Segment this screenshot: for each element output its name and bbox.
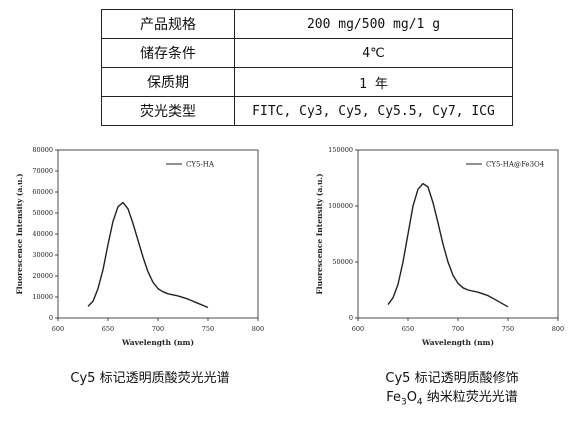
x-tick-label: 750 — [502, 325, 514, 333]
y-tick-label: 40000 — [32, 230, 53, 238]
spec-value: 1 年 — [234, 67, 513, 97]
x-tick-label: 800 — [252, 325, 264, 333]
y-tick-label: 80000 — [32, 146, 53, 154]
plot-frame — [357, 149, 559, 319]
caption-text: 纳米粒荧光光谱 — [422, 390, 518, 405]
fluorescence-chart-cy5-ha-fe3o4: 600 650 700 750 800 0 50000 100000 150000 Wavelen… — [310, 140, 570, 355]
spec-label: 产品规格 — [101, 9, 235, 39]
x-tick-label: 600 — [352, 325, 364, 333]
x-tick-label: 800 — [552, 325, 564, 333]
legend-label: CY5-HA — [186, 161, 215, 169]
caption-line-2: Fe3O4 纳米粒荧光光谱 — [322, 388, 580, 413]
y-tick-label: 0 — [349, 314, 353, 322]
spec-value: FITC, Cy3, Cy5, Cy5.5, Cy7, ICG — [234, 96, 513, 126]
y-tick-label: 50000 — [332, 258, 353, 266]
spec-label: 保质期 — [101, 67, 235, 97]
subscript: 3 — [400, 397, 407, 408]
y-tick-label: 60000 — [32, 188, 53, 196]
table-row: 荧光类型 FITC, Cy3, Cy5, Cy5.5, Cy7, ICG — [101, 96, 513, 126]
y-axis-label: Fluorescence Intensity (a.u.) — [315, 173, 324, 294]
y-tick-label: 150000 — [328, 146, 353, 154]
x-tick-label: 700 — [452, 325, 464, 333]
caption-left: Cy5 标记透明质酸荧光光谱 — [20, 369, 280, 388]
y-axis-label: Fluorescence Intensity (a.u.) — [15, 173, 24, 294]
x-tick-label: 700 — [152, 325, 164, 333]
y-tick-label: 100000 — [328, 202, 353, 210]
caption-text: O — [406, 390, 417, 405]
chart-svg: 600 650 700 750 800 0 50000 100000 150000 Wavelen… — [315, 146, 564, 347]
x-tick-label: 650 — [402, 325, 414, 333]
legend-label: CY5-HA@Fe3O4 — [486, 161, 545, 169]
caption-text: Cy5 标记透明质酸荧光光谱 — [70, 371, 230, 386]
fluorescence-chart-cy5-ha: 600 650 700 750 800 0 10000 20000 30000 40000 5000… — [10, 140, 270, 355]
x-tick-label: 650 — [102, 325, 114, 333]
spec-table: 产品规格 200 mg/500 mg/1 g 储存条件 4℃ 保质期 1 年 荧… — [101, 9, 513, 126]
subscript: 4 — [416, 397, 423, 408]
y-tick-label: 30000 — [32, 251, 53, 259]
caption-text: Fe — [386, 390, 401, 405]
table-row: 储存条件 4℃ — [101, 38, 513, 68]
spec-value: 200 mg/500 mg/1 g — [234, 9, 513, 39]
plot-frame — [57, 149, 259, 319]
spec-label: 荧光类型 — [101, 96, 235, 126]
y-tick-label: 20000 — [32, 272, 53, 280]
spec-value: 4℃ — [234, 38, 513, 68]
x-axis-label: Wavelength (nm) — [421, 338, 494, 347]
caption-line-1: Cy5 标记透明质酸修饰 — [385, 371, 519, 386]
chart-svg: 600 650 700 750 800 0 10000 20000 30000 40000 5000… — [15, 146, 264, 347]
table-row: 产品规格 200 mg/500 mg/1 g — [101, 9, 513, 39]
y-tick-label: 10000 — [32, 293, 53, 301]
y-tick-label: 70000 — [32, 167, 53, 175]
y-tick-label: 0 — [49, 314, 53, 322]
y-tick-label: 50000 — [32, 209, 53, 217]
series-line — [87, 201, 209, 309]
spec-label: 储存条件 — [101, 38, 235, 68]
x-tick-label: 600 — [52, 325, 64, 333]
series-line — [387, 182, 509, 308]
table-row: 保质期 1 年 — [101, 67, 513, 97]
caption-right: Cy5 标记透明质酸修饰 Fe3O4 纳米粒荧光光谱 — [322, 369, 580, 413]
x-tick-label: 750 — [202, 325, 214, 333]
x-axis-label: Wavelength (nm) — [121, 338, 194, 347]
